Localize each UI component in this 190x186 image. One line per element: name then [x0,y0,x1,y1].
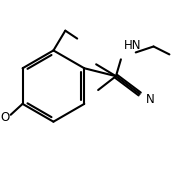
Text: N: N [146,93,154,106]
Text: HN: HN [124,39,141,52]
Text: O: O [0,111,9,124]
